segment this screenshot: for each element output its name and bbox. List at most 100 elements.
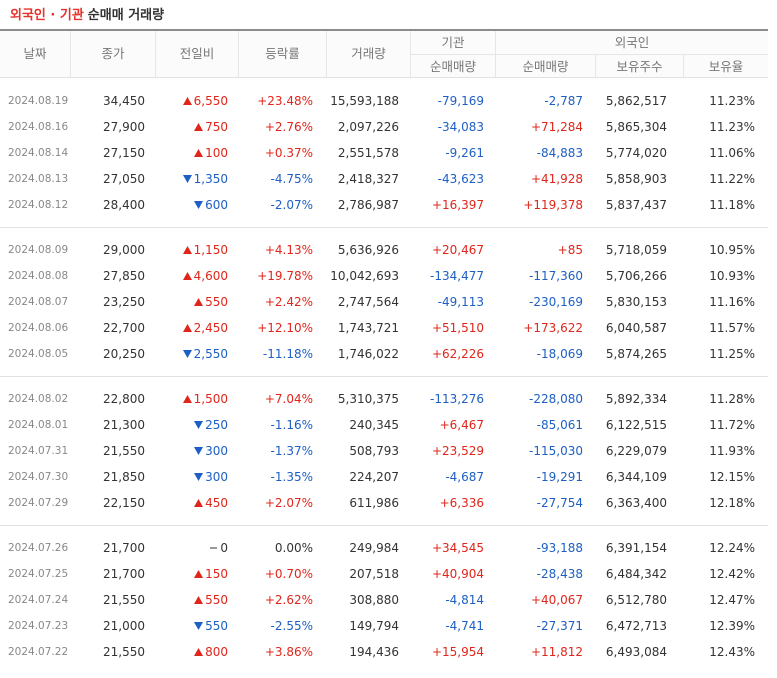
change-cell: 600 bbox=[155, 192, 238, 218]
value-cell: 27,050 bbox=[103, 172, 145, 186]
value-cell: +0.37% bbox=[264, 146, 313, 160]
date-cell: 2024.08.02 bbox=[8, 393, 69, 405]
change-cell: 100 bbox=[155, 140, 238, 166]
value-cell: 20,250 bbox=[103, 347, 145, 361]
change-value: 250 bbox=[205, 418, 228, 432]
value-cell: -84,883 bbox=[536, 146, 583, 160]
value-cell: +4.13% bbox=[264, 243, 313, 257]
value-cell: 21,550 bbox=[103, 444, 145, 458]
change-cell: 0 bbox=[155, 535, 238, 561]
value-cell: -4.75% bbox=[270, 172, 313, 186]
change-icon bbox=[182, 350, 192, 358]
header-cell: 순매매량 bbox=[410, 54, 495, 77]
change-value: 0 bbox=[220, 541, 228, 555]
header-cell: 등락률 bbox=[238, 31, 326, 77]
value-cell: 207,518 bbox=[349, 567, 399, 581]
date-cell: 2024.07.31 bbox=[8, 445, 69, 457]
value-cell: 6,472,713 bbox=[605, 619, 667, 633]
change-value: 600 bbox=[205, 198, 228, 212]
value-cell: -9,261 bbox=[445, 146, 484, 160]
value-cell: -2,787 bbox=[544, 94, 583, 108]
value-cell: 12.24% bbox=[709, 541, 755, 555]
value-cell: -85,061 bbox=[536, 418, 583, 432]
title-rest: 순매매 거래량 bbox=[87, 8, 165, 23]
title-highlight: 외국인 · 기관 bbox=[10, 8, 84, 23]
change-value: 450 bbox=[205, 496, 228, 510]
change-cell: 750 bbox=[155, 114, 238, 140]
change-icon-shape bbox=[194, 622, 204, 630]
date-cell: 2024.08.07 bbox=[8, 296, 69, 308]
value-cell: -228,080 bbox=[529, 392, 583, 406]
value-cell: +2.62% bbox=[264, 593, 313, 607]
value-cell: 21,850 bbox=[103, 470, 145, 484]
change-cell: 550 bbox=[155, 289, 238, 315]
value-cell: -28,438 bbox=[536, 567, 583, 581]
value-cell: 27,850 bbox=[103, 269, 145, 283]
change-icon bbox=[210, 547, 218, 549]
value-cell: 5,706,266 bbox=[605, 269, 667, 283]
group-separator bbox=[0, 227, 768, 228]
value-cell: -34,083 bbox=[437, 120, 484, 134]
value-cell: 27,900 bbox=[103, 120, 145, 134]
change-icon bbox=[194, 149, 204, 157]
date-cell: 2024.08.06 bbox=[8, 322, 69, 334]
value-cell: 11.23% bbox=[709, 120, 755, 134]
value-cell: 21,550 bbox=[103, 645, 145, 659]
date-cell: 2024.07.22 bbox=[8, 646, 69, 658]
value-cell: 22,150 bbox=[103, 496, 145, 510]
value-cell: +62,226 bbox=[431, 347, 484, 361]
change-icon-shape bbox=[194, 298, 204, 306]
change-cell: 2,550 bbox=[155, 341, 238, 367]
value-cell: -79,169 bbox=[437, 94, 484, 108]
value-cell: 5,636,926 bbox=[337, 243, 399, 257]
change-value: 1,500 bbox=[193, 392, 228, 406]
change-icon-shape bbox=[182, 272, 192, 280]
change-icon bbox=[182, 246, 192, 254]
value-cell: 5,837,437 bbox=[605, 198, 667, 212]
value-cell: -113,276 bbox=[430, 392, 484, 406]
value-cell: 1,746,022 bbox=[337, 347, 399, 361]
header-cell: 보유주수 bbox=[595, 54, 683, 77]
change-cell: 2,450 bbox=[155, 315, 238, 341]
value-cell: 5,865,304 bbox=[605, 120, 667, 134]
value-cell: +11,812 bbox=[530, 645, 583, 659]
value-cell: 12.43% bbox=[709, 645, 755, 659]
value-cell: -1.37% bbox=[270, 444, 313, 458]
change-value: 2,450 bbox=[193, 321, 228, 335]
value-cell: 12.42% bbox=[709, 567, 755, 581]
value-cell: +20,467 bbox=[431, 243, 484, 257]
value-cell: +41,928 bbox=[530, 172, 583, 186]
group-separator bbox=[0, 376, 768, 377]
value-cell: 12.39% bbox=[709, 619, 755, 633]
value-cell: 5,862,517 bbox=[605, 94, 667, 108]
value-cell: 508,793 bbox=[349, 444, 399, 458]
change-icon-shape bbox=[194, 201, 204, 209]
value-cell: 611,986 bbox=[349, 496, 399, 510]
value-cell: -1.16% bbox=[270, 418, 313, 432]
value-cell: 149,794 bbox=[349, 619, 399, 633]
value-cell: 10.95% bbox=[709, 243, 755, 257]
change-icon bbox=[194, 499, 204, 507]
value-cell: 2,747,564 bbox=[337, 295, 399, 309]
change-icon bbox=[182, 272, 192, 280]
change-cell: 1,350 bbox=[155, 166, 238, 192]
value-cell: +85 bbox=[557, 243, 583, 257]
value-cell: -27,754 bbox=[536, 496, 583, 510]
change-value: 550 bbox=[205, 295, 228, 309]
change-icon bbox=[194, 447, 204, 455]
change-value: 550 bbox=[205, 619, 228, 633]
change-icon-shape bbox=[182, 324, 192, 332]
date-cell: 2024.07.26 bbox=[8, 542, 69, 554]
value-cell: 11.72% bbox=[709, 418, 755, 432]
header-cell: 보유율 bbox=[683, 54, 768, 77]
value-cell: 12.18% bbox=[709, 496, 755, 510]
value-cell: 6,363,400 bbox=[605, 496, 667, 510]
date-cell: 2024.08.19 bbox=[8, 95, 69, 107]
value-cell: -11.18% bbox=[262, 347, 313, 361]
value-cell: 6,493,084 bbox=[605, 645, 667, 659]
header-cell: 순매매량 bbox=[495, 54, 595, 77]
header-cell: 전일비 bbox=[155, 31, 238, 77]
header-top-border bbox=[0, 29, 768, 31]
value-cell: -134,477 bbox=[430, 269, 484, 283]
date-cell: 2024.08.14 bbox=[8, 147, 69, 159]
